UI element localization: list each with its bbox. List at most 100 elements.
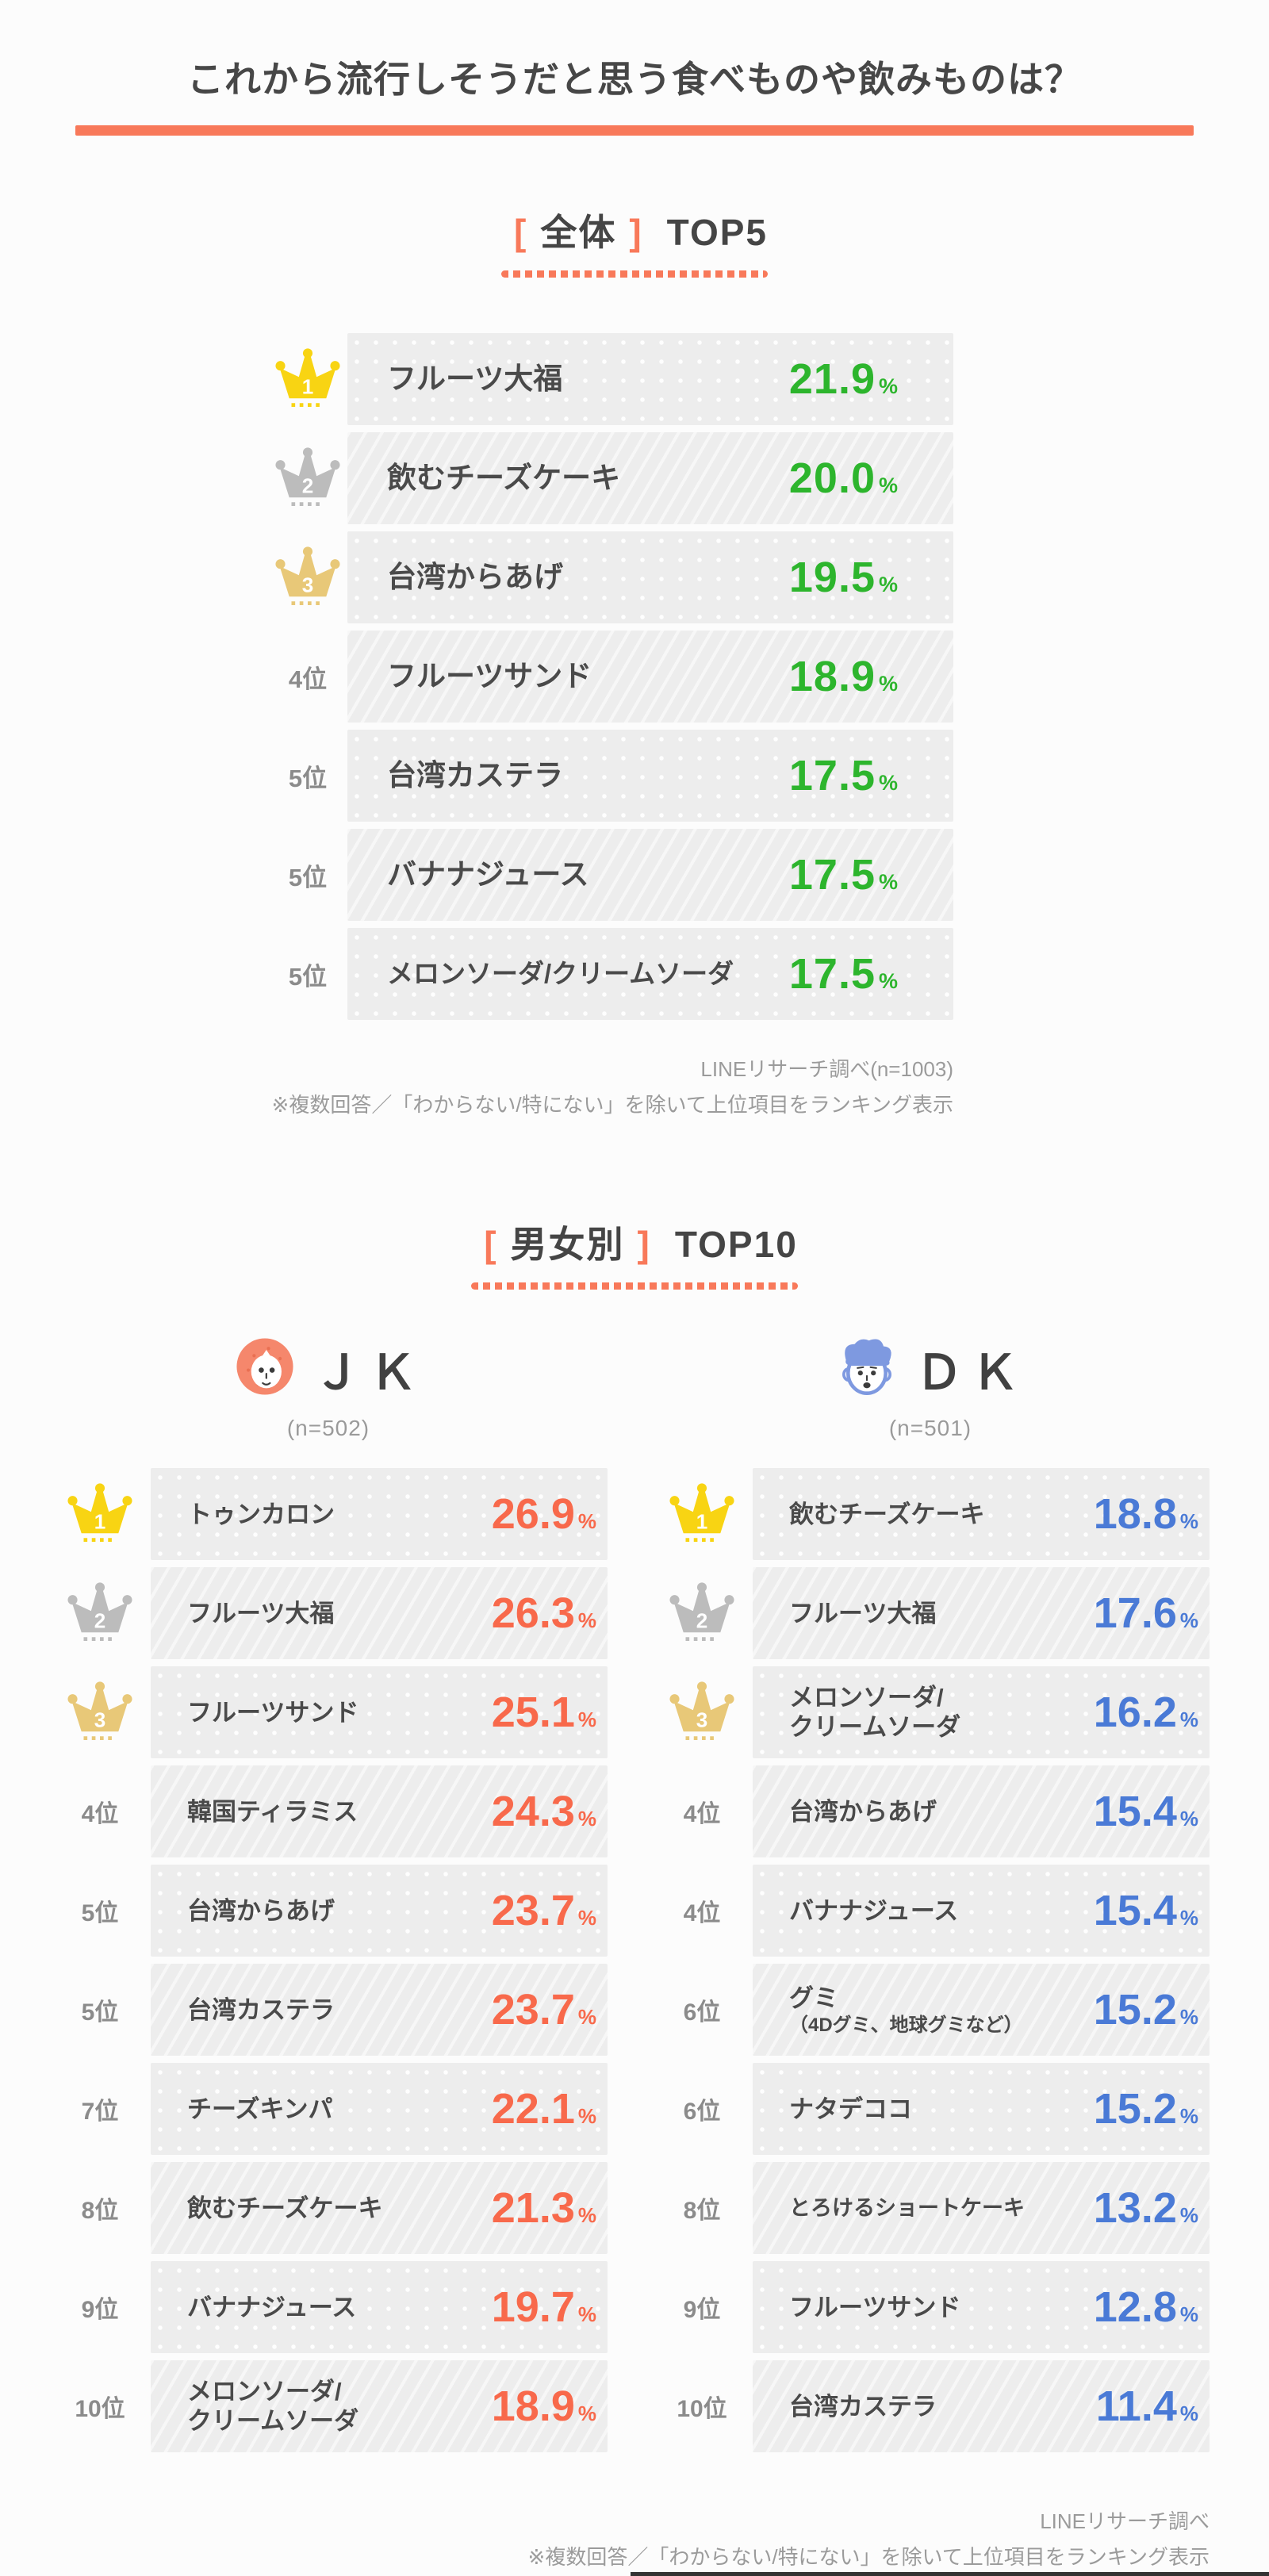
ranking-row: 3 メロンソーダ/クリームソーダ 16.2%: [651, 1666, 1210, 1759]
value-number: 25.1: [491, 1689, 575, 1737]
crown-silver-icon: 2: [67, 1582, 132, 1642]
item-labels: バナナジュース: [387, 857, 589, 892]
crown-bronze-icon: 3: [275, 546, 340, 605]
rank-marker: 5位: [268, 758, 347, 794]
item-labels: フルーツ大福: [387, 361, 562, 397]
ranking-bar: 飲むチーズケーキ 18.8%: [753, 1468, 1210, 1561]
overall-note: LINEリサーチ調べ(n=1003) ※複数回答／「わからない/特にない」を除い…: [0, 1052, 953, 1122]
rank-label: 6位: [683, 1999, 721, 2026]
rank-marker: 5位: [49, 1992, 151, 2027]
ranking-row: 4位 フルーツサンド 18.9%: [268, 631, 953, 723]
rank-marker: 5位: [268, 956, 347, 992]
ranking-row: 6位 ナタデココ 15.2%: [651, 2063, 1210, 2156]
ranking-row: 2 フルーツ大福 17.6%: [651, 1567, 1210, 1660]
svg-text:1: 1: [302, 375, 314, 399]
survey-method-note: ※複数回答／「わからない/特にない」を除いて上位項目をランキング表示: [271, 1092, 953, 1117]
rank-marker: 6位: [651, 1992, 753, 2027]
rank-marker: 5位: [268, 857, 347, 893]
percent-sign: %: [1179, 2402, 1198, 2426]
rank-label: 5位: [81, 1999, 119, 2026]
item-value: 13.2%: [1094, 2183, 1198, 2233]
item-value: 20.0%: [789, 454, 898, 503]
ranking-bar: フルーツ大福 21.9%: [347, 333, 953, 425]
rank-label: 5位: [81, 1900, 119, 1927]
item-labels: フルーツ大福: [187, 1599, 334, 1629]
value-number: 18.8: [1093, 1490, 1177, 1539]
svg-text:1: 1: [94, 1510, 106, 1534]
value-number: 21.3: [491, 2184, 575, 2233]
value-number: 23.7: [491, 1986, 575, 2034]
page-title: これから流行しそうだと思う食べものや飲みものは？: [187, 59, 1082, 100]
dk-name: ＤＫ: [915, 1346, 1026, 1400]
value-number: 17.5: [788, 950, 876, 998]
ranking-row: 6位 グミ （4Dグミ、地球グミなど） 15.2%: [651, 1964, 1210, 2057]
item-label-line2: クリームソーダ: [187, 2407, 359, 2436]
crown-gold-icon: 1: [275, 348, 340, 407]
bracket-open: [: [514, 212, 528, 253]
bracket-close: ]: [637, 1224, 651, 1266]
gender-columns: 1 トゥンカロン 26.9% 2 フルーツ大福 26.3% 3 フルーツサンド 25.1% 4位 韓…: [49, 1468, 1269, 2459]
rank-label: 4位: [288, 665, 328, 693]
svg-text:3: 3: [696, 1708, 708, 1732]
section-overall-top-label: TOP5: [666, 212, 768, 253]
rank-marker: 8位: [49, 2191, 151, 2225]
item-label: トゥンカロン: [187, 1500, 335, 1528]
value-number: 26.9: [491, 1490, 575, 1539]
ranking-row: 9位 バナナジュース 19.7%: [49, 2261, 608, 2354]
item-label: バナナジュース: [187, 2293, 357, 2321]
ranking-bar: 台湾カステラ 23.7%: [151, 1964, 608, 2057]
rank-marker: 1: [268, 347, 347, 412]
item-label: フルーツサンド: [789, 2293, 961, 2321]
item-label: バナナジュース: [789, 1896, 959, 1925]
ranking-bar: 台湾カステラ 17.5%: [347, 730, 953, 822]
jk-name: ＪＫ: [313, 1346, 424, 1400]
survey-method-note: ※複数回答／「わからない/特にない」を除いて上位項目をランキング表示: [527, 2545, 1210, 2570]
item-label: フルーツサンド: [387, 660, 592, 693]
item-labels: 飲むチーズケーキ: [187, 2194, 382, 2224]
percent-sign: %: [577, 2203, 596, 2228]
item-value: 19.5%: [789, 553, 898, 602]
dk-sample-size: (n=501): [888, 1416, 972, 1441]
percent-sign: %: [577, 1906, 596, 1930]
rank-marker: 1: [49, 1482, 151, 1547]
percent-sign: %: [577, 2104, 596, 2129]
item-labels: グミ （4Dグミ、地球グミなど）: [789, 1984, 1023, 2037]
ranking-bar: フルーツサンド 25.1%: [151, 1666, 608, 1759]
title-underline: [75, 125, 1194, 136]
ranking-row: 10位 メロンソーダ/クリームソーダ 18.9%: [49, 2360, 608, 2453]
ranking-bar: グミ （4Dグミ、地球グミなど） 15.2%: [753, 1964, 1210, 2057]
percent-sign: %: [1179, 2104, 1198, 2129]
ranking-row: 5位 台湾からあげ 23.7%: [49, 1865, 608, 1957]
percent-sign: %: [1179, 1608, 1198, 1633]
section-overall-heading: [全体] TOP5: [0, 204, 1269, 278]
svg-text:3: 3: [302, 573, 314, 597]
percent-sign: %: [1179, 1509, 1198, 1534]
item-value: 23.7%: [492, 1985, 596, 2034]
percent-sign: %: [878, 374, 898, 398]
ranking-row: 4位 韓国ティラミス 24.3%: [49, 1765, 608, 1858]
ranking-row: 5位 メロンソーダ/クリームソーダ 17.5%: [268, 928, 953, 1020]
jk-header: ＪＫ (n=502): [49, 1334, 608, 1441]
item-label: 台湾からあげ: [387, 561, 563, 594]
item-value: 15.4%: [1094, 1787, 1198, 1836]
ranking-row: 5位 台湾カステラ 17.5%: [268, 730, 953, 822]
rank-label: 6位: [683, 2099, 721, 2126]
percent-sign: %: [878, 771, 898, 795]
percent-sign: %: [878, 870, 898, 894]
item-value: 19.7%: [492, 2283, 596, 2332]
crown-gold-icon: 1: [669, 1483, 734, 1543]
item-labels: 台湾カステラ: [387, 757, 563, 793]
item-value: 18.8%: [1094, 1489, 1198, 1539]
item-labels: 飲むチーズケーキ: [789, 1500, 984, 1530]
ranking-row: 5位 台湾カステラ 23.7%: [49, 1964, 608, 2057]
item-label: メロンソーダ/クリームソーダ: [387, 958, 734, 988]
item-label: フルーツ大福: [387, 362, 563, 396]
item-value: 15.2%: [1094, 2084, 1198, 2133]
value-number: 15.4: [1093, 1887, 1177, 1935]
item-labels: バナナジュース: [187, 2293, 356, 2323]
item-label: メロンソーダ/: [789, 1683, 944, 1712]
rank-marker: 10位: [49, 2389, 151, 2424]
item-label-line2: クリームソーダ: [789, 1713, 961, 1742]
item-label: フルーツ大福: [187, 1599, 335, 1627]
percent-sign: %: [1179, 1807, 1198, 1831]
